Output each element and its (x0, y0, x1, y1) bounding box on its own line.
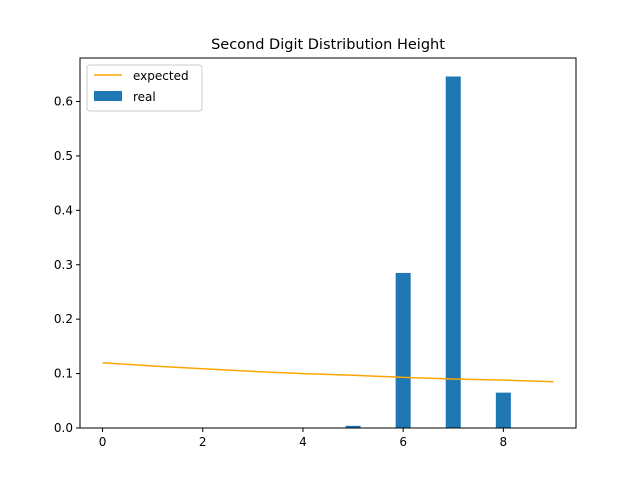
y-tick-label: 0.1 (54, 367, 73, 381)
bar-digit-8 (495, 392, 511, 428)
y-tick-label: 0.4 (54, 203, 73, 217)
x-tick-label: 2 (199, 435, 207, 449)
x-tick-label: 8 (500, 435, 508, 449)
bar-digit-5 (345, 425, 361, 428)
expected-line (102, 361, 554, 383)
x-tick-label: 4 (299, 435, 307, 449)
bar-series-real (345, 76, 511, 428)
legend-label-expected: expected (133, 69, 189, 83)
y-tick-label: 0.5 (54, 149, 73, 163)
y-tick-label: 0.0 (54, 421, 73, 435)
y-tick-label: 0.2 (54, 312, 73, 326)
bar-digit-6 (395, 272, 411, 428)
x-tick-label: 0 (99, 435, 107, 449)
legend-swatch-real (94, 91, 122, 101)
y-tick-label: 0.3 (54, 258, 73, 272)
y-tick-label: 0.6 (54, 95, 73, 109)
y-axis: 0.0 0.1 0.2 0.3 0.4 0.5 0.6 (54, 95, 80, 435)
legend: expected real (86, 64, 203, 112)
x-tick-label: 6 (399, 435, 407, 449)
plot-area-frame (79, 57, 577, 429)
chart-title: Second Digit Distribution Height (211, 37, 445, 53)
x-axis: 0 2 4 6 8 (99, 428, 507, 449)
line-series-expected (102, 361, 554, 383)
bar-digit-7 (445, 76, 461, 428)
legend-label-real: real (133, 90, 156, 104)
